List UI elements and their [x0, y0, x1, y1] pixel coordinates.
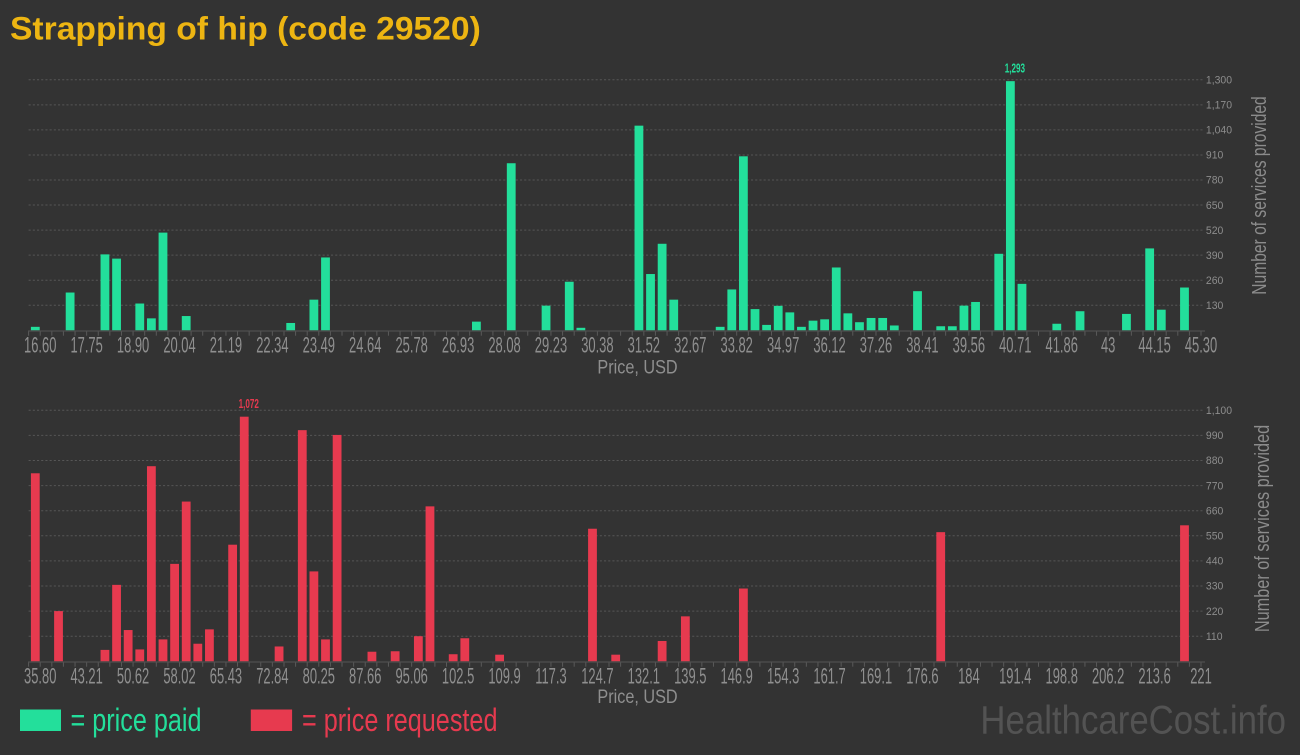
svg-text:184: 184 — [958, 664, 980, 688]
svg-text:58.02: 58.02 — [163, 664, 195, 688]
svg-text:17.75: 17.75 — [70, 333, 102, 357]
svg-text:28.08: 28.08 — [488, 333, 520, 357]
svg-text:16.60: 16.60 — [24, 333, 56, 357]
svg-text:34.97: 34.97 — [767, 333, 799, 357]
svg-text:38.41: 38.41 — [906, 333, 938, 357]
svg-text:550: 550 — [1206, 530, 1223, 542]
svg-text:1,300: 1,300 — [1206, 74, 1232, 86]
svg-text:650: 650 — [1206, 200, 1223, 212]
svg-text:Price, USD: Price, USD — [597, 686, 677, 708]
svg-text:110: 110 — [1206, 631, 1223, 643]
svg-text:= price paid: = price paid — [71, 703, 202, 739]
svg-text:102.5: 102.5 — [442, 664, 474, 688]
svg-text:780: 780 — [1206, 174, 1223, 186]
svg-text:132.1: 132.1 — [628, 664, 660, 688]
svg-text:65.43: 65.43 — [210, 664, 242, 688]
svg-text:130: 130 — [1206, 300, 1223, 312]
svg-text:161.7: 161.7 — [813, 664, 845, 688]
svg-text:1,293: 1,293 — [1005, 62, 1025, 76]
svg-text:1,170: 1,170 — [1206, 99, 1232, 111]
svg-text:= price requested: = price requested — [302, 703, 497, 739]
svg-text:124.7: 124.7 — [581, 664, 613, 688]
svg-text:20.04: 20.04 — [163, 333, 195, 357]
svg-text:31.52: 31.52 — [628, 333, 660, 357]
svg-text:154.3: 154.3 — [767, 664, 799, 688]
svg-text:HealthcareCost.info: HealthcareCost.info — [980, 697, 1286, 742]
svg-text:21.19: 21.19 — [210, 333, 242, 357]
svg-text:191.4: 191.4 — [999, 664, 1031, 688]
svg-text:50.62: 50.62 — [117, 664, 149, 688]
svg-text:146.9: 146.9 — [721, 664, 753, 688]
svg-text:260: 260 — [1206, 275, 1223, 287]
svg-text:33.82: 33.82 — [721, 333, 753, 357]
svg-text:35.80: 35.80 — [24, 664, 56, 688]
svg-text:45.30: 45.30 — [1185, 333, 1217, 357]
svg-text:910: 910 — [1206, 149, 1223, 161]
svg-text:880: 880 — [1206, 455, 1223, 467]
svg-text:169.1: 169.1 — [860, 664, 892, 688]
svg-text:770: 770 — [1206, 480, 1223, 492]
svg-text:36.12: 36.12 — [813, 333, 845, 357]
svg-text:26.93: 26.93 — [442, 333, 474, 357]
svg-text:1,100: 1,100 — [1206, 405, 1232, 417]
svg-text:206.2: 206.2 — [1092, 664, 1124, 688]
svg-text:43: 43 — [1101, 333, 1115, 357]
svg-text:990: 990 — [1206, 430, 1223, 442]
svg-text:39.56: 39.56 — [953, 333, 985, 357]
svg-text:23.49: 23.49 — [303, 333, 335, 357]
svg-text:30.38: 30.38 — [581, 333, 613, 357]
svg-text:330: 330 — [1206, 580, 1223, 592]
svg-text:Strapping of hip (code 29520): Strapping of hip (code 29520) — [10, 11, 481, 47]
svg-text:24.64: 24.64 — [349, 333, 381, 357]
svg-text:440: 440 — [1206, 555, 1223, 567]
svg-text:44.15: 44.15 — [1138, 333, 1170, 357]
svg-text:213.6: 213.6 — [1138, 664, 1170, 688]
svg-text:109.9: 109.9 — [488, 664, 520, 688]
svg-text:18.90: 18.90 — [117, 333, 149, 357]
svg-text:176.6: 176.6 — [906, 664, 938, 688]
svg-text:95.06: 95.06 — [395, 664, 427, 688]
svg-text:1,040: 1,040 — [1206, 124, 1232, 136]
svg-text:25.78: 25.78 — [395, 333, 427, 357]
svg-text:37.26: 37.26 — [860, 333, 892, 357]
svg-text:43.21: 43.21 — [70, 664, 102, 688]
svg-text:32.67: 32.67 — [674, 333, 706, 357]
svg-text:87.66: 87.66 — [349, 664, 381, 688]
svg-text:139.5: 139.5 — [674, 664, 706, 688]
svg-text:72.84: 72.84 — [256, 664, 288, 688]
svg-text:220: 220 — [1206, 606, 1223, 618]
svg-text:22.34: 22.34 — [256, 333, 288, 357]
svg-text:Price, USD: Price, USD — [597, 356, 677, 378]
svg-text:80.25: 80.25 — [303, 664, 335, 688]
svg-text:Number of services provided: Number of services provided — [1250, 425, 1273, 632]
svg-text:41.86: 41.86 — [1046, 333, 1078, 357]
svg-text:29.23: 29.23 — [535, 333, 567, 357]
svg-text:221: 221 — [1190, 664, 1212, 688]
svg-text:520: 520 — [1206, 225, 1223, 237]
svg-text:Number of services provided: Number of services provided — [1248, 96, 1270, 294]
svg-text:198.8: 198.8 — [1046, 664, 1078, 688]
svg-text:390: 390 — [1206, 250, 1223, 262]
svg-text:117.3: 117.3 — [535, 664, 566, 688]
svg-text:40.71: 40.71 — [999, 333, 1031, 357]
svg-text:1,072: 1,072 — [239, 397, 259, 411]
svg-text:660: 660 — [1206, 505, 1223, 517]
